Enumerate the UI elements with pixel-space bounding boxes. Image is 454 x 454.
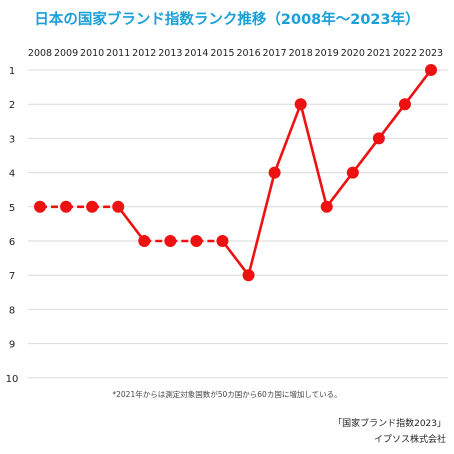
line-segment-2018-2019 — [299, 103, 328, 208]
x-tick-label: 2014 — [184, 48, 208, 59]
data-point-2013 — [164, 235, 177, 247]
y-tick-label: 10 — [6, 374, 19, 385]
x-tick-label: 2018 — [289, 48, 313, 59]
data-point-2011 — [112, 200, 125, 213]
data-point-2016 — [242, 269, 255, 282]
x-tick-label: 2012 — [132, 48, 156, 59]
y-tick-label: 6 — [9, 237, 15, 248]
x-tick-label: 2008 — [28, 48, 52, 59]
grid — [28, 69, 448, 379]
data-point-2018 — [294, 98, 307, 111]
y-tick-label: 9 — [9, 340, 15, 351]
line-segment-2011-2012 — [117, 206, 146, 242]
x-tick-label: 2023 — [419, 48, 443, 59]
x-axis-ticks: 2008 2009 2010 2011 2012 2013 2014 2015 2016 2017… — [28, 48, 443, 59]
data-point-2022 — [398, 98, 411, 111]
data-point-2021 — [372, 132, 385, 145]
chart-title: 日本の国家ブランド指数ランク推移（2008年～2023年） — [34, 10, 419, 28]
source-line-1: 「国家ブランド指数2023」 — [333, 417, 446, 429]
x-tick-label: 2016 — [236, 48, 260, 59]
x-tick-label: 2022 — [393, 48, 417, 59]
y-axis-ticks: 1 2 3 4 5 6 7 8 9 10 — [6, 66, 19, 385]
y-tick-label: 3 — [9, 134, 15, 145]
line-segment-2016-2017 — [247, 172, 276, 276]
line-segment-2019-2020 — [325, 171, 354, 208]
source-line-2: イプソス株式会社 — [374, 433, 446, 445]
x-tick-label: 2019 — [315, 48, 339, 59]
y-tick-label: 8 — [9, 305, 15, 316]
y-tick-label: 4 — [9, 169, 15, 180]
data-point-2023 — [425, 64, 437, 76]
line-segment-2017-2018 — [273, 103, 302, 174]
x-tick-label: 2021 — [367, 48, 391, 59]
data-point-2008 — [34, 200, 46, 213]
data-point-2015 — [216, 235, 229, 247]
data-point-2009 — [60, 200, 73, 213]
data-point-2017 — [268, 166, 281, 179]
x-tick-label: 2010 — [80, 48, 104, 59]
footnote: *2021年からは測定対象国数が50カ国から60カ国に増加している。 — [112, 389, 341, 399]
data-point-2020 — [346, 166, 359, 179]
y-tick-label: 5 — [9, 203, 15, 214]
x-tick-label: 2013 — [158, 48, 182, 59]
x-tick-label: 2009 — [54, 48, 78, 59]
line-segment-2020-2021 — [351, 137, 380, 174]
x-tick-label: 2015 — [210, 48, 234, 59]
y-tick-label: 1 — [9, 66, 15, 77]
line-segment-2015-2016 — [221, 240, 250, 276]
line-segment-2021-2022 — [377, 103, 406, 140]
x-tick-label: 2020 — [341, 48, 365, 59]
data-point-2019 — [320, 200, 333, 213]
y-tick-label: 2 — [9, 100, 15, 111]
data-point-2010 — [86, 200, 99, 213]
x-tick-label: 2017 — [263, 48, 287, 59]
line-segment-2022-2023 — [403, 69, 433, 105]
series-points — [34, 64, 437, 282]
data-point-2012 — [138, 235, 151, 247]
x-tick-label: 2011 — [106, 48, 130, 59]
y-tick-label: 7 — [9, 271, 15, 282]
data-point-2014 — [190, 235, 203, 247]
